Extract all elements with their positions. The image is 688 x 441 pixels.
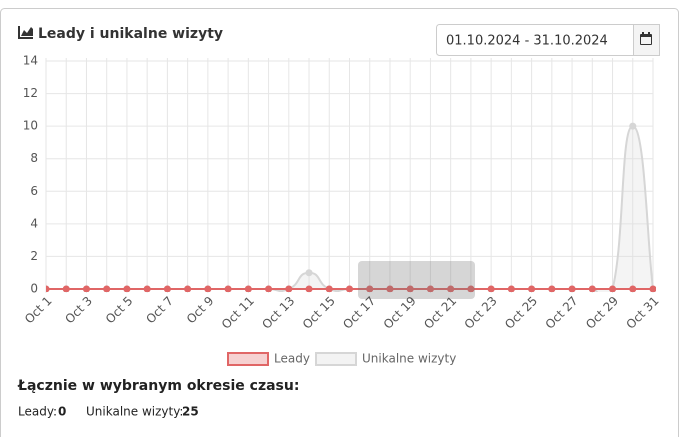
point <box>386 285 394 292</box>
legend-label: Unikalne wizyty <box>362 352 456 366</box>
y-tick-label: 2 <box>30 249 38 263</box>
card <box>0 8 679 441</box>
point <box>467 285 475 292</box>
y-tick-label: 12 <box>23 86 38 100</box>
date-range: 01.10.2024 - 31.10.2024 <box>446 34 608 49</box>
point <box>366 285 374 292</box>
y-tick-label: 14 <box>23 54 38 68</box>
point <box>548 285 556 292</box>
legend: Leady Unikalne wizyty <box>227 352 456 366</box>
point <box>123 285 131 292</box>
point <box>588 285 596 292</box>
point <box>487 285 495 292</box>
point <box>163 285 171 292</box>
point <box>609 285 617 292</box>
y-tick-label: 6 <box>30 184 38 198</box>
point <box>305 269 313 277</box>
title: Leady i unikalne wizyty <box>38 26 223 42</box>
leads-label: Leady: <box>18 405 57 419</box>
y-tick-label: 0 <box>30 282 38 296</box>
point <box>426 285 434 292</box>
point <box>224 285 232 292</box>
y-tick-label: 8 <box>30 151 38 165</box>
point <box>507 285 515 292</box>
leads-value: 0 <box>58 405 66 419</box>
point <box>346 285 353 292</box>
point <box>46 285 50 292</box>
point <box>528 285 536 292</box>
chart-icon <box>18 26 33 39</box>
legend-label: Leady <box>274 352 310 366</box>
summary-title: Łącznie w wybranym okresie czasu: <box>17 378 299 394</box>
point <box>649 285 656 292</box>
point <box>204 285 212 292</box>
plot <box>46 122 656 292</box>
y-tick-label: 10 <box>23 119 38 133</box>
point <box>406 285 414 292</box>
legend-swatch <box>227 352 269 366</box>
tooltip <box>358 261 475 299</box>
point <box>325 285 333 292</box>
calendar-icon <box>640 32 652 45</box>
point <box>244 285 252 292</box>
point <box>285 285 293 292</box>
y-tick-label: 4 <box>30 216 38 230</box>
point <box>629 285 637 292</box>
point <box>62 285 70 292</box>
point <box>82 285 90 292</box>
point <box>184 285 192 292</box>
visits-value: 25 <box>182 405 199 419</box>
point <box>143 285 151 292</box>
point <box>305 285 313 292</box>
point <box>568 285 576 292</box>
point <box>103 285 111 292</box>
point <box>447 285 455 292</box>
point <box>265 285 273 292</box>
legend-swatch <box>315 352 357 366</box>
visits-label: Unikalne wizyty: <box>86 405 183 419</box>
point <box>629 122 637 130</box>
